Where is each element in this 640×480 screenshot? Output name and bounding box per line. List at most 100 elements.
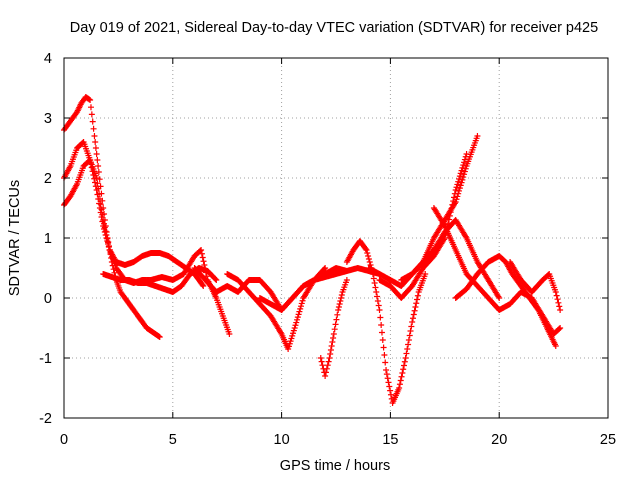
data-point [462,153,469,160]
data-point [363,247,370,253]
data-point [111,269,118,276]
data-point [323,365,330,372]
data-point [199,281,206,288]
data-point [156,334,163,340]
data-point [462,233,469,240]
data-point [406,332,413,339]
data-point [459,176,466,183]
data-point [291,325,298,331]
data-point [330,331,337,337]
data-point [375,302,382,309]
data-point [105,239,112,246]
data-point [198,247,205,253]
data-point [364,250,371,256]
data-point [90,125,97,132]
data-point [94,157,101,163]
data-point [372,284,379,291]
y-tick-label: 3 [44,111,52,127]
series-track-n [452,253,559,349]
data-point [333,316,340,323]
series-track-k [376,151,470,301]
data-point [343,277,350,283]
y-tick-label: 2 [44,171,52,187]
data-point [99,211,106,218]
data-point [199,254,206,261]
y-tick-label: -2 [39,411,52,427]
data-point [410,311,417,318]
data-point [290,327,297,334]
data-point [294,314,301,321]
y-tick-label: 4 [44,51,52,67]
data-point [277,329,284,336]
data-point [377,314,384,321]
data-point [296,308,303,315]
data-point [556,303,563,310]
data-point [96,196,103,202]
data-point [88,111,95,118]
data-point [92,139,99,145]
data-point [553,292,560,299]
data-point [474,133,481,139]
data-point [556,325,563,332]
data-point [288,335,295,342]
data-point [456,175,463,182]
data-point [447,209,454,216]
data-point [93,151,100,157]
data-point [297,303,304,310]
data-point [297,305,304,312]
data-point [93,175,100,181]
y-tick-label: -1 [39,351,52,367]
data-point [327,347,334,353]
data-point [457,182,464,189]
data-point [87,97,94,103]
series-track-o [507,259,564,313]
data-point [335,304,342,310]
data-point [319,362,326,369]
data-point [226,331,233,337]
series-track-c [61,157,207,289]
data-point [95,169,102,175]
data-point [370,275,377,282]
data-point [294,316,301,323]
data-points [61,94,564,406]
data-point [407,328,414,334]
data-point [396,381,403,388]
data-point [452,187,459,193]
data-point [366,259,373,265]
data-point [555,299,562,306]
y-tick-label: 1 [44,231,52,247]
data-point [87,104,94,111]
data-point [401,362,407,369]
data-point [413,300,420,307]
data-point [456,173,463,180]
data-point [378,329,385,336]
data-point [287,338,294,345]
data-point [95,163,102,169]
data-point [461,168,468,175]
data-point [422,271,429,277]
data-point [557,325,564,331]
data-point [371,280,378,286]
data-point [462,165,469,172]
data-point [554,296,561,303]
data-point [460,162,467,169]
data-point [285,343,292,350]
data-point [408,323,415,330]
data-point [456,187,463,194]
data-point [557,307,564,313]
data-point [458,179,465,186]
x-tick-label: 20 [491,432,507,448]
data-point [293,319,300,326]
data-point [285,346,292,352]
data-point [387,387,394,394]
data-point [414,292,421,299]
data-point [383,367,390,373]
data-point [292,322,299,329]
data-point [365,253,372,259]
x-tick-label: 10 [274,432,290,448]
data-point [397,377,404,384]
data-point [100,217,107,223]
data-point [100,220,107,227]
data-point [379,337,386,343]
